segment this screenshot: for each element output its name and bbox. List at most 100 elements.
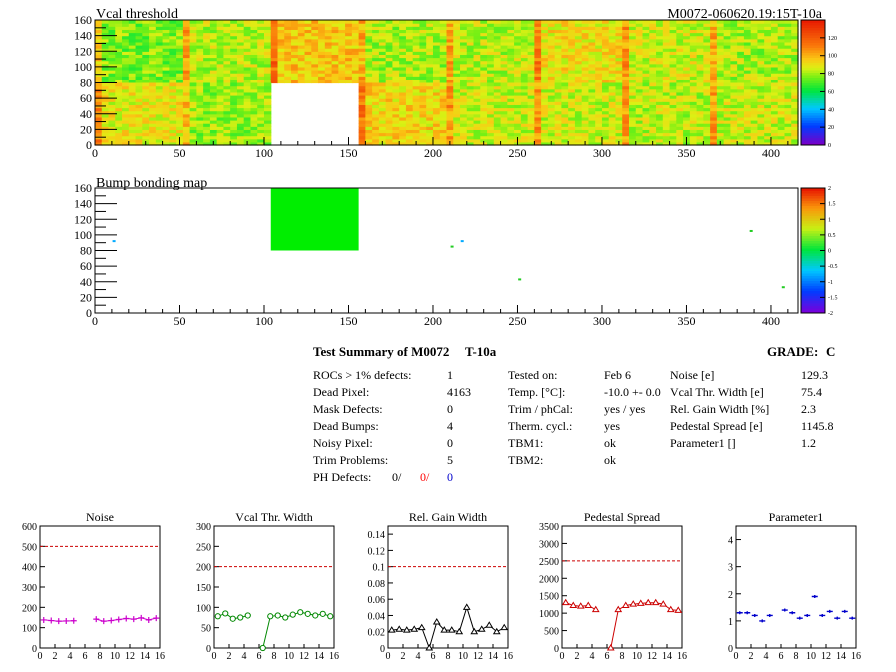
summary-conditions-column: Tested on: Feb 6 Temp. [°C]: -10.0 +- 0.0 Tr… bbox=[508, 368, 661, 467]
bump-bonding-colorbar: 2 1.5 1 0.5 0 -0.5 -1 -1.5 -2 bbox=[800, 186, 838, 317]
chart-ytick-label: 300 bbox=[196, 522, 211, 533]
condition-value-4: ok bbox=[604, 436, 616, 450]
map-ytick-label-140: 140 bbox=[74, 197, 92, 211]
chart-point bbox=[297, 609, 304, 616]
chart-ytick-label: 250 bbox=[196, 542, 211, 553]
chart-point bbox=[108, 617, 115, 624]
chart-point bbox=[410, 625, 419, 632]
colorbar-label-4: 0 bbox=[828, 249, 831, 255]
chart-point bbox=[48, 617, 55, 624]
defect-label-0: ROCs > 1% defects: bbox=[313, 368, 411, 382]
chart-xtick-label: 2 bbox=[401, 651, 406, 662]
chart-point bbox=[744, 611, 751, 615]
chart-point bbox=[93, 616, 100, 623]
chart-ytick-label: 0.06 bbox=[368, 595, 386, 606]
roc-bottom-5 bbox=[534, 82, 623, 146]
chart-point bbox=[40, 616, 47, 623]
width-value-3: 1145.8 bbox=[801, 419, 834, 433]
width-label-0: Noise [e] bbox=[670, 368, 714, 382]
chart-series-line bbox=[391, 605, 505, 650]
chart-ytick-label: 2 bbox=[728, 590, 733, 601]
chart-ytick-label: 1500 bbox=[539, 592, 559, 603]
map-ytick-label-80: 80 bbox=[80, 76, 92, 90]
chart-point bbox=[145, 616, 152, 623]
defect-value-1: 4163 bbox=[447, 385, 471, 399]
chart-xtick-label: 4 bbox=[590, 651, 595, 662]
chart-xtick-label: 6 bbox=[257, 651, 262, 662]
map-xtick-label-50: 50 bbox=[173, 314, 185, 328]
chart-point bbox=[759, 619, 766, 623]
chart-ytick-label: 200 bbox=[22, 603, 37, 614]
chart-series-line bbox=[610, 602, 679, 649]
chart-point bbox=[462, 603, 471, 610]
condition-label-4: TBM1: bbox=[508, 436, 543, 450]
dead-bump-2 bbox=[460, 240, 464, 243]
chart-point bbox=[470, 627, 479, 635]
chart-pedestal-spread: Pedestal Spread 0 500 1000 1500 2000 2500 3000 3… bbox=[539, 510, 687, 662]
map-xtick-label-200: 200 bbox=[424, 314, 442, 328]
chart-point bbox=[826, 609, 833, 613]
condition-value-5: ok bbox=[604, 453, 616, 467]
chart-xtick-label: 6 bbox=[605, 651, 610, 662]
chart-frame bbox=[39, 525, 161, 649]
chart-ytick-label: 0 bbox=[380, 644, 385, 655]
map-ytick-label-100: 100 bbox=[74, 228, 92, 242]
roc-top-6 bbox=[622, 20, 711, 84]
chart-xtick-label: 0 bbox=[734, 651, 739, 662]
chart-xtick-label: 0 bbox=[212, 651, 217, 662]
chart-ytick-label: 0 bbox=[206, 644, 211, 655]
colorbar-label-1: 20 bbox=[828, 125, 834, 131]
map-ytick-label-60: 60 bbox=[80, 91, 92, 105]
chart-xtick-label: 10 bbox=[284, 651, 294, 662]
width-label-4: Parameter1 [] bbox=[670, 436, 736, 450]
chart-point bbox=[591, 605, 600, 613]
chart-xtick-label: 0 bbox=[386, 651, 391, 662]
map-xtick-label-250: 250 bbox=[508, 146, 526, 160]
chart-point bbox=[614, 605, 623, 613]
chart-xtick-label: 12 bbox=[125, 651, 135, 662]
roc-top-5 bbox=[534, 20, 623, 84]
colorbar-label-4: 80 bbox=[828, 72, 834, 78]
chart-xtick-label: 2 bbox=[53, 651, 58, 662]
condition-value-1: -10.0 +- 0.0 bbox=[604, 385, 661, 399]
width-label-3: Pedestal Spread [e] bbox=[670, 419, 763, 433]
ph-defects-value-3: 0 bbox=[447, 470, 453, 484]
colorbar-label-5: -0.5 bbox=[828, 264, 838, 270]
map-xtick-label-300: 300 bbox=[593, 146, 611, 160]
chart-point bbox=[327, 613, 334, 620]
chart-title: Pedestal Spread bbox=[584, 510, 660, 524]
chart-title: Vcal Thr. Width bbox=[235, 510, 312, 524]
chart-ytick-label: 2000 bbox=[539, 574, 559, 585]
chart-point bbox=[267, 613, 274, 620]
map-ytick-label-40: 40 bbox=[80, 107, 92, 121]
map-ytick-label-20: 20 bbox=[80, 290, 92, 304]
defect-value-5: 5 bbox=[447, 453, 453, 467]
chart-point bbox=[123, 615, 130, 622]
chart-xtick-label: 16 bbox=[851, 651, 861, 662]
dead-roc-block bbox=[270, 188, 359, 251]
chart-point bbox=[500, 623, 509, 631]
chart-title: Parameter1 bbox=[769, 510, 824, 524]
map-xtick-label-300: 300 bbox=[593, 314, 611, 328]
chart-point bbox=[766, 613, 773, 617]
condition-label-2: Trim / phCal: bbox=[508, 402, 573, 416]
colorbar-label-1: 1.5 bbox=[828, 202, 836, 208]
roc-bottom-0 bbox=[95, 82, 184, 146]
width-value-1: 75.4 bbox=[801, 385, 822, 399]
colorbar-label-6: -1 bbox=[828, 280, 833, 286]
chart-ytick-label: 100 bbox=[22, 624, 37, 635]
chart-ytick-label: 500 bbox=[544, 627, 559, 638]
map-xtick-label-100: 100 bbox=[255, 314, 273, 328]
roc-top-2 bbox=[270, 20, 360, 84]
chart-xtick-label: 8 bbox=[620, 651, 625, 662]
chart-ytick-label: 0.1 bbox=[373, 563, 386, 574]
chart-point bbox=[736, 611, 743, 615]
roc-bottom-3 bbox=[358, 82, 448, 146]
chart-point bbox=[841, 609, 848, 613]
colorbar-label-2: 40 bbox=[828, 107, 834, 113]
chart-point bbox=[789, 611, 796, 615]
map-xtick-label-0: 0 bbox=[92, 314, 98, 328]
roc-bottom-4 bbox=[446, 82, 535, 146]
